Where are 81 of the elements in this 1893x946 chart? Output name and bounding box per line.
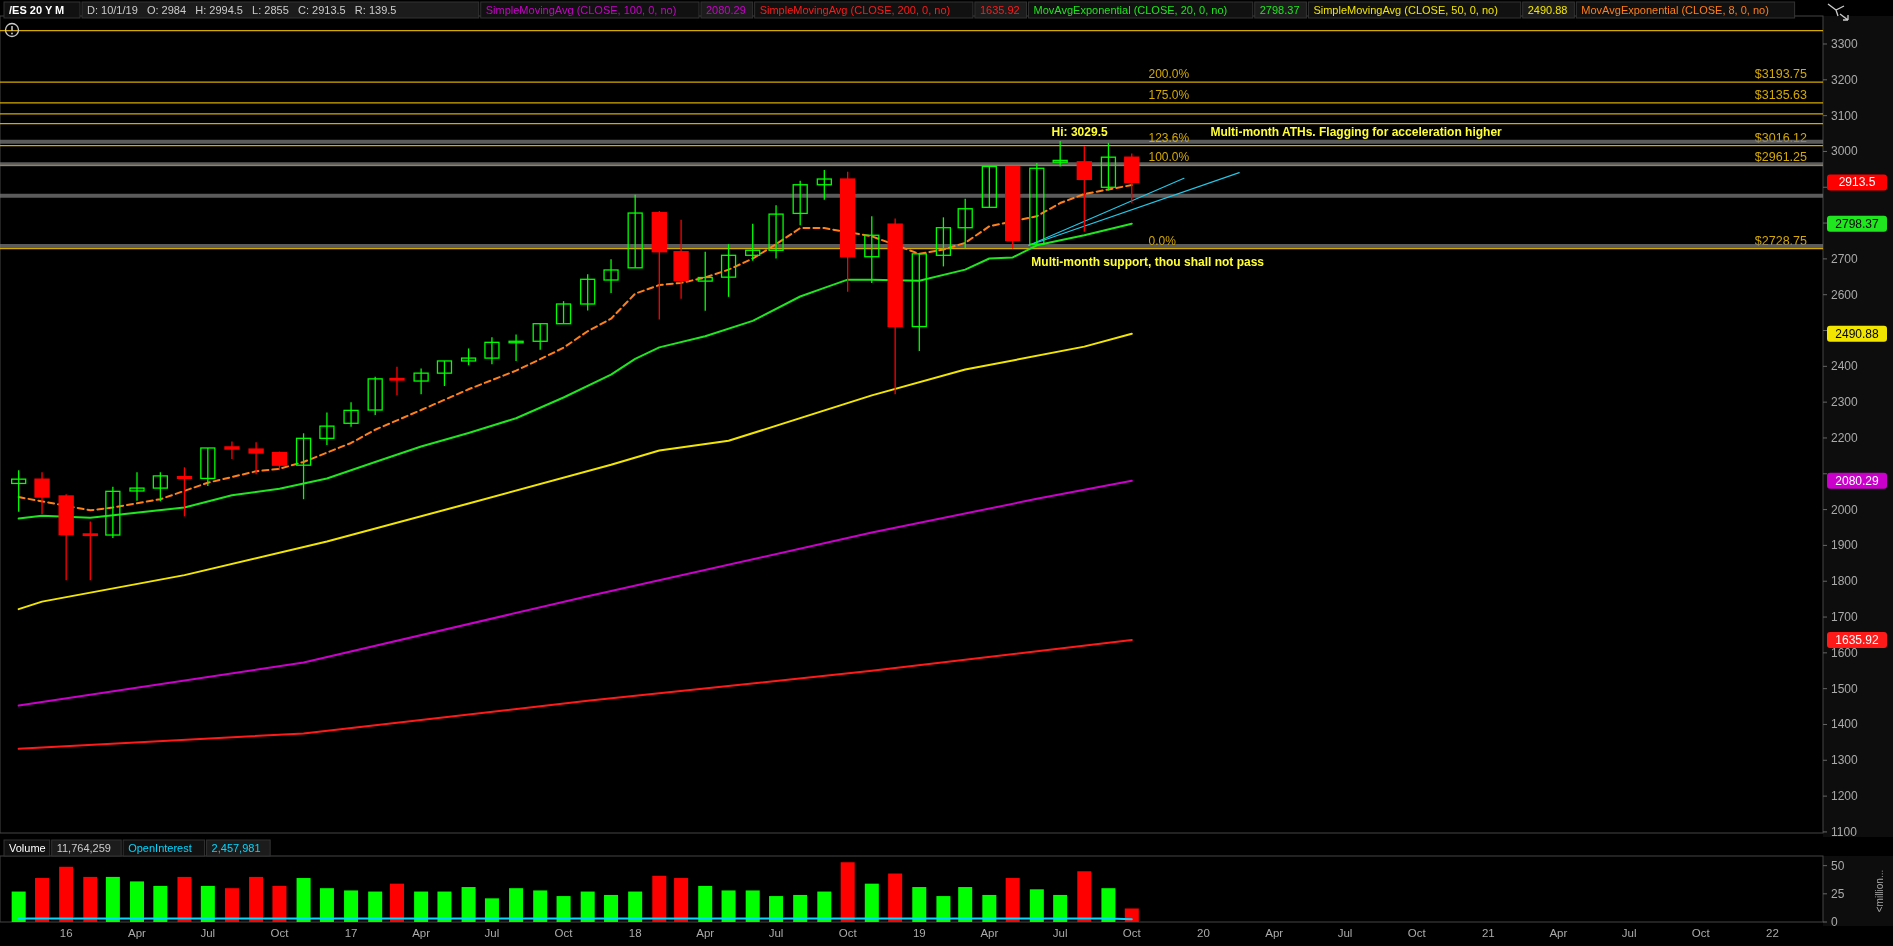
annotation: Hi: 3029.5 — [1051, 124, 1108, 139]
x-tick-label: Oct — [270, 927, 290, 939]
text: OpenInterest — [128, 842, 192, 854]
annotation: Multi-month support, thou shall not pass — [1031, 254, 1265, 269]
text: 2798.37 — [1259, 4, 1300, 16]
x-tick-label: Apr — [1265, 927, 1284, 939]
annotation: Multi-month ATHs. Flagging for acceleration higher — [1210, 124, 1503, 139]
text: 2913.5 — [1838, 175, 1876, 190]
x-tick-label: Jul — [768, 927, 784, 939]
x-tick-label: 22 — [1766, 927, 1779, 939]
y-tick-label: 3000 — [1831, 144, 1859, 159]
y-tick-label: 50 — [1831, 858, 1845, 873]
x-tick-label: Apr — [696, 927, 715, 939]
x-tick-label: Jul — [200, 927, 216, 939]
text: 2490.88 — [1527, 4, 1568, 16]
text: 1635.92 — [1835, 632, 1879, 647]
text: MovAvgExponential (CLOSE, 8, 0, no) — [1581, 4, 1769, 16]
ref-line-label: $3016.12 — [1754, 130, 1808, 145]
y-tick-label: 3300 — [1831, 37, 1859, 51]
text: 2,457,981 — [211, 842, 261, 854]
x-tick-label: 20 — [1197, 927, 1210, 939]
chart-subtitle: D: 10/1/19 O: 2984 H: 2994.5 L: 2855 C: 2913.5 R: 139.5 — [87, 4, 397, 16]
x-tick-label: Jul — [1052, 927, 1068, 939]
x-tick-label: Oct — [554, 927, 574, 939]
x-tick-label: Oct — [1691, 927, 1711, 939]
y-tick-label: 2300 — [1831, 395, 1859, 410]
annotation: 0.0% — [1148, 233, 1177, 248]
ref-line-label: $2961.25 — [1754, 150, 1808, 165]
series-label: Volume — [9, 842, 46, 854]
annotation: 100.0% — [1148, 150, 1190, 165]
annotation: 123.6% — [1148, 130, 1190, 145]
ref-line-label: $2728.75 — [1754, 233, 1808, 248]
x-tick-label: Apr — [1549, 927, 1568, 939]
y-tick-label: 1500 — [1831, 681, 1859, 696]
text: 2080.29 — [706, 4, 746, 16]
x-tick-label: Oct — [1122, 927, 1142, 939]
text: SimpleMovingAvg (CLOSE, 200, 0, no) — [759, 4, 951, 16]
x-tick-label: 16 — [59, 927, 73, 939]
y-tick-label: 1400 — [1831, 717, 1859, 732]
x-tick-label: Apr — [128, 927, 147, 939]
y-tick-label: 2700 — [1831, 251, 1859, 266]
y-tick-label: 1700 — [1831, 610, 1859, 625]
y-tick-label: 3200 — [1831, 72, 1859, 87]
text: 2798.37 — [1835, 216, 1879, 231]
x-tick-label: 21 — [1481, 927, 1495, 939]
ref-line-label: $3135.63 — [1754, 87, 1808, 102]
y-tick-label: 1200 — [1831, 789, 1859, 804]
text: SimpleMovingAvg (CLOSE, 100, 0, no) — [485, 4, 677, 16]
x-tick-label: Jul — [1337, 927, 1353, 939]
y-tick-label: 1300 — [1831, 753, 1859, 768]
x-tick-label: Oct — [1407, 927, 1427, 939]
x-tick-label: Apr — [412, 927, 431, 939]
x-tick-label: Jul — [484, 927, 500, 939]
annotation: 175.0% — [1148, 87, 1190, 102]
text: 11,764,259 — [56, 842, 111, 854]
x-tick-label: Oct — [838, 927, 858, 939]
x-tick-label: 19 — [912, 927, 926, 939]
y-tick-label: 25 — [1831, 886, 1845, 901]
chart-title: /ES 20 Y M — [9, 4, 65, 16]
y-tick-label: 3100 — [1831, 108, 1859, 123]
y-tick-label: 1100 — [1831, 824, 1858, 839]
text: 2490.88 — [1835, 326, 1879, 341]
x-tick-label: 18 — [628, 927, 642, 939]
y-tick-label: 1800 — [1831, 574, 1859, 589]
y-tick-label: 0 — [1831, 915, 1838, 929]
text: 1635.92 — [979, 4, 1020, 16]
y-axis-title: <million... — [1874, 869, 1885, 913]
y-tick-label: 1600 — [1831, 645, 1859, 660]
text: 2080.29 — [1835, 473, 1879, 488]
x-tick-label: Jul — [1621, 927, 1637, 939]
text: SimpleMovingAvg (CLOSE, 50, 0, no) — [1313, 4, 1498, 16]
ref-line-label: $3193.75 — [1754, 67, 1808, 82]
y-tick-label: 2600 — [1831, 287, 1859, 302]
text: MovAvgExponential (CLOSE, 20, 0, no) — [1033, 4, 1228, 16]
y-tick-label: 2000 — [1831, 502, 1859, 517]
x-tick-label: Apr — [980, 927, 999, 939]
annotation: 200.0% — [1148, 67, 1190, 82]
x-tick-label: 17 — [344, 927, 358, 939]
y-tick-label: 2200 — [1831, 430, 1859, 445]
y-tick-label: 2400 — [1831, 359, 1859, 374]
y-tick-label: 1900 — [1831, 538, 1859, 553]
